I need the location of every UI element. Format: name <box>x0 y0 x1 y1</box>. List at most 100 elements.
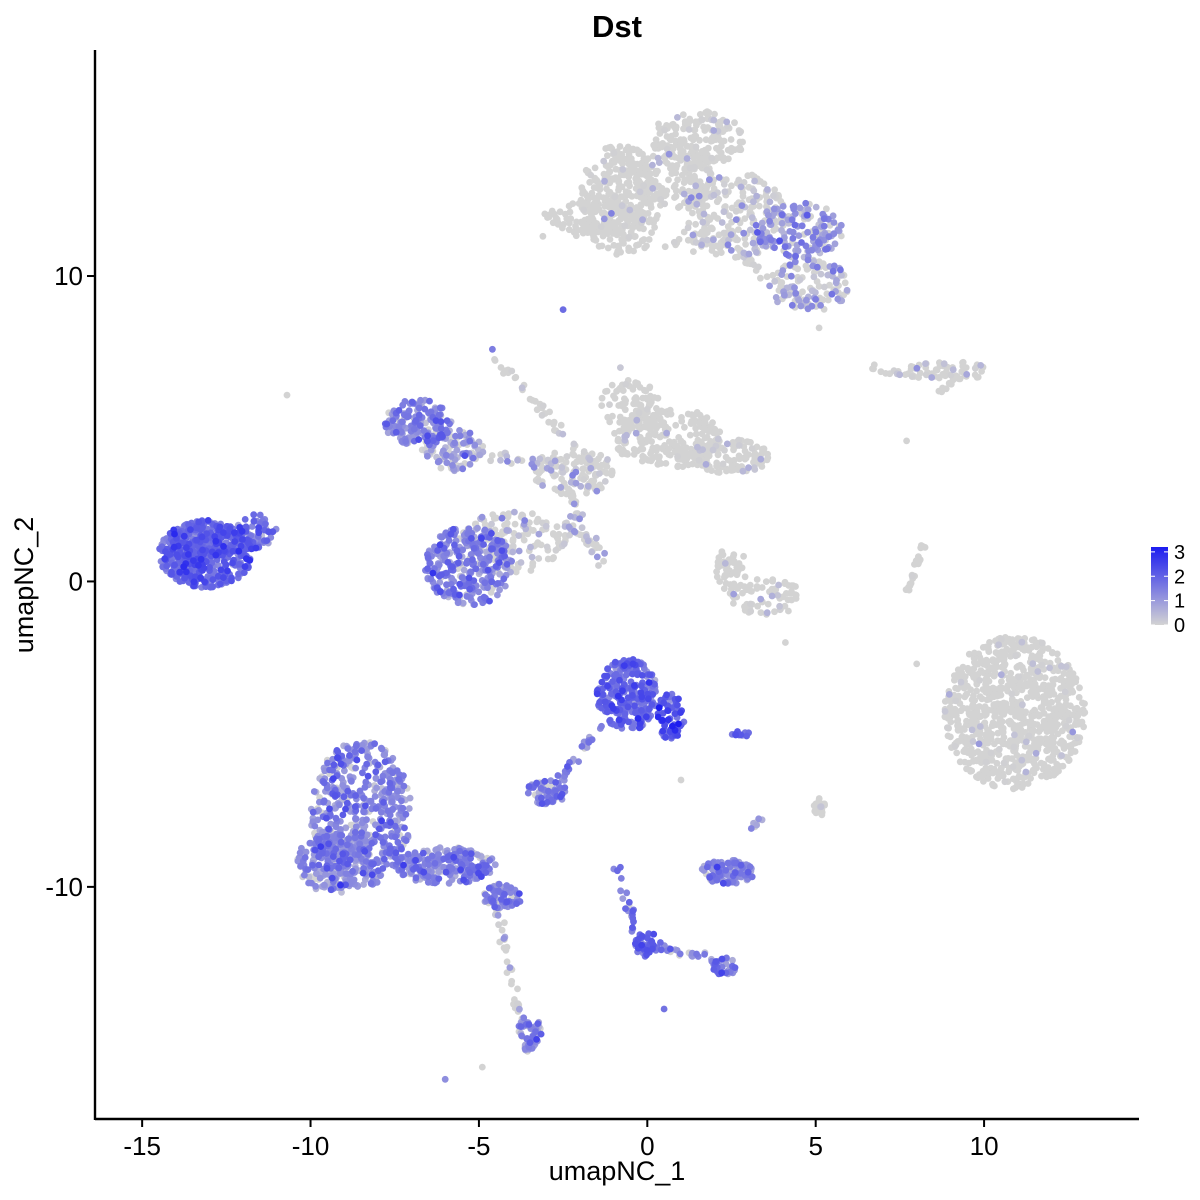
cell-point <box>557 484 565 491</box>
cell-point <box>619 895 627 902</box>
cell-point <box>600 557 607 565</box>
cell-point <box>680 179 688 187</box>
cell-point <box>557 421 565 429</box>
cell-point <box>398 797 405 805</box>
cell-point <box>753 583 761 590</box>
cell-point <box>978 772 985 780</box>
cell-point <box>511 520 519 528</box>
cell-point <box>550 420 557 428</box>
cell-point <box>757 274 764 282</box>
cell-point <box>683 155 691 162</box>
cell-point <box>495 921 502 929</box>
cell-point <box>542 522 550 530</box>
cell-point <box>356 840 364 848</box>
cell-point <box>769 271 777 279</box>
cell-point <box>961 758 969 766</box>
cell-point <box>599 232 607 240</box>
cell-point <box>363 816 370 824</box>
cell-point <box>591 219 599 227</box>
cell-point <box>313 870 320 877</box>
cell-point <box>792 289 800 297</box>
cell-point <box>657 460 665 467</box>
cell-point <box>646 216 654 224</box>
cell-point <box>986 695 993 703</box>
cell-point <box>746 581 754 589</box>
cell-point <box>797 302 805 310</box>
cell-point <box>690 154 698 162</box>
cell-point <box>762 578 770 585</box>
cell-point <box>570 527 578 535</box>
cell-point <box>755 263 762 271</box>
cell-point <box>753 192 760 200</box>
cell-point <box>686 117 694 125</box>
cell-point <box>710 116 718 124</box>
cell-point <box>684 236 692 244</box>
cell-point <box>837 221 845 229</box>
cell-point <box>709 419 716 427</box>
cell-point <box>535 530 543 538</box>
cell-point <box>963 371 971 378</box>
cell-point <box>535 555 543 562</box>
cell-point <box>1020 666 1027 674</box>
cell-point <box>735 176 743 184</box>
cell-point <box>543 543 551 551</box>
cell-point <box>1041 693 1049 700</box>
cell-point <box>424 452 431 460</box>
cell-point <box>572 479 580 487</box>
cell-point <box>528 553 536 561</box>
cell-point <box>1037 685 1045 692</box>
cell-point <box>637 445 645 453</box>
cell-point <box>914 559 922 567</box>
cell-point <box>686 431 694 439</box>
cell-point <box>521 517 529 524</box>
cell-point <box>558 464 566 471</box>
cell-point <box>608 467 616 475</box>
cell-point <box>803 296 810 304</box>
cell-point <box>735 436 743 444</box>
cell-point <box>1031 680 1039 688</box>
cell-point <box>500 935 508 942</box>
cell-point <box>714 435 722 443</box>
cell-point <box>954 666 962 674</box>
cell-point <box>551 457 559 465</box>
cell-point <box>547 467 555 474</box>
cell-point <box>1020 714 1027 722</box>
cell-point <box>610 149 618 157</box>
cell-point <box>935 374 943 381</box>
cell-point <box>320 881 328 889</box>
cell-point <box>554 218 562 226</box>
cell-point <box>739 589 746 597</box>
cell-point <box>913 660 921 668</box>
cell-point <box>736 144 744 152</box>
cell-point <box>438 533 446 541</box>
cell-point <box>570 460 578 468</box>
cell-point <box>796 276 804 284</box>
cell-point <box>817 302 824 309</box>
cell-point <box>598 461 606 469</box>
cell-point <box>567 513 574 520</box>
cell-point <box>798 222 806 230</box>
cell-point <box>548 207 556 215</box>
cell-point <box>557 490 565 498</box>
cell-point <box>690 126 698 134</box>
cell-point <box>748 171 756 179</box>
cell-point <box>533 406 541 414</box>
cell-point <box>341 767 348 775</box>
cell-point <box>601 478 609 485</box>
cell-point <box>825 233 833 241</box>
cell-point <box>478 1063 486 1071</box>
cell-point <box>753 249 760 256</box>
cell-point <box>1068 680 1076 688</box>
cell-point <box>815 797 823 805</box>
cell-point <box>508 977 516 985</box>
cell-point <box>741 215 749 223</box>
cell-point <box>809 233 817 241</box>
cell-point <box>342 824 350 832</box>
cell-point <box>954 716 962 724</box>
cell-point <box>718 219 726 226</box>
cell-point <box>823 290 831 298</box>
cell-point <box>503 519 511 527</box>
cell-point <box>1033 643 1040 651</box>
cell-point <box>789 228 797 236</box>
cell-point <box>475 588 483 596</box>
